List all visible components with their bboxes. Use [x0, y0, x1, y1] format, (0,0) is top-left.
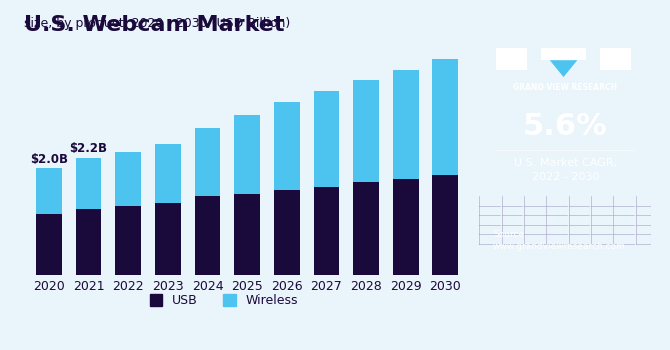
- Text: Source:
www.grandviewresearch.com: Source: www.grandviewresearch.com: [493, 230, 626, 251]
- Bar: [234, 194, 260, 275]
- Bar: [393, 70, 419, 179]
- Bar: [115, 206, 141, 275]
- Text: 5.6%: 5.6%: [523, 112, 608, 141]
- Bar: [155, 145, 181, 203]
- Text: size, by product, 2020 - 2030 (USD Billion): size, by product, 2020 - 2030 (USD Billi…: [24, 17, 291, 30]
- Bar: [432, 175, 458, 275]
- Bar: [432, 59, 458, 175]
- Bar: [314, 187, 339, 275]
- Text: GRAND VIEW RESEARCH: GRAND VIEW RESEARCH: [513, 83, 617, 92]
- Bar: [274, 190, 299, 275]
- Bar: [194, 128, 220, 196]
- Bar: [36, 214, 62, 275]
- Bar: [274, 102, 299, 190]
- Text: U.S. Market CAGR,
2022 - 2030: U.S. Market CAGR, 2022 - 2030: [514, 158, 617, 182]
- Text: U.S. Webcam Market: U.S. Webcam Market: [24, 15, 285, 35]
- Bar: [76, 209, 101, 275]
- Bar: [155, 203, 181, 275]
- FancyBboxPatch shape: [496, 48, 527, 70]
- Text: $2.0B: $2.0B: [30, 153, 68, 166]
- Text: $2.2B: $2.2B: [70, 142, 108, 155]
- Bar: [393, 179, 419, 275]
- Bar: [115, 153, 141, 206]
- Bar: [353, 182, 379, 275]
- Bar: [194, 196, 220, 275]
- Bar: [36, 168, 62, 214]
- Bar: [353, 80, 379, 182]
- Bar: [314, 91, 339, 187]
- Legend: USB, Wireless: USB, Wireless: [145, 289, 303, 312]
- Bar: [234, 115, 260, 194]
- Polygon shape: [550, 60, 578, 77]
- Bar: [76, 158, 101, 209]
- FancyBboxPatch shape: [541, 48, 586, 60]
- FancyBboxPatch shape: [600, 48, 630, 70]
